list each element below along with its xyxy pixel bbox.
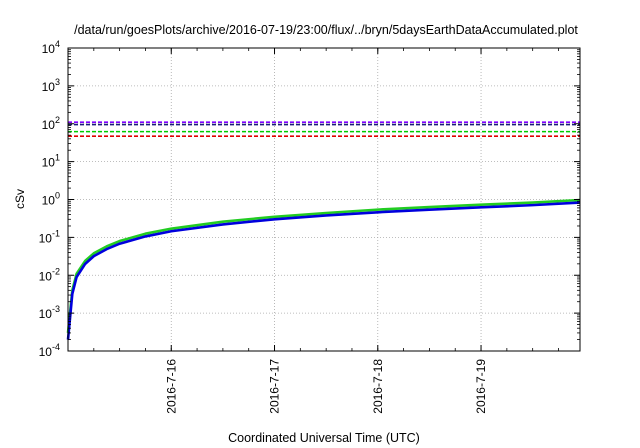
data-series [66, 198, 581, 340]
series-line [66, 198, 581, 334]
y-tick-label: 10-1 [39, 228, 60, 245]
y-tick-label: 100 [42, 191, 60, 208]
x-tick-label: 2016-7-17 [268, 359, 282, 414]
series-line [66, 201, 581, 340]
x-axis-label: Coordinated Universal Time (UTC) [228, 431, 420, 445]
x-axis: 2016-7-16 2016-7-17 2016-7-18 2016-7-19 [67, 48, 559, 414]
x-tick-label: 2016-7-18 [371, 359, 385, 414]
x-tick-label: 2016-7-16 [164, 359, 178, 414]
y-tick-label: 103 [42, 77, 60, 94]
y-tick-label: 102 [42, 115, 60, 132]
y-tick-label: 10-4 [39, 342, 60, 359]
y-tick-label: 104 [42, 39, 60, 56]
y-tick-label: 10-3 [39, 304, 60, 321]
x-tick-label: 2016-7-19 [474, 359, 488, 414]
threshold-lines [68, 121, 580, 137]
y-tick-label: 101 [42, 153, 60, 170]
y-axis-label: cSv [13, 189, 27, 209]
grid [68, 48, 580, 351]
chart-title: /data/run/goesPlots/archive/2016-07-19/2… [74, 23, 578, 37]
y-axis: 10-4 10-3 10-2 10-1 100 101 102 103 104 [39, 39, 580, 359]
y-tick-label: 10-2 [39, 266, 60, 283]
